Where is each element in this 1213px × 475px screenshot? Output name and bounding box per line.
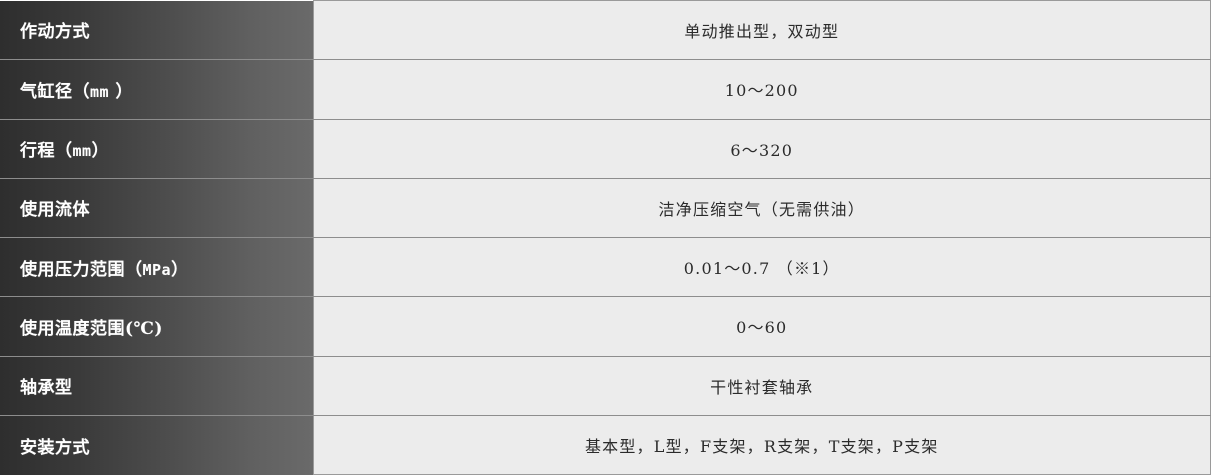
spec-label-bearing-type: 轴承型: [0, 356, 314, 416]
table-row: 作动方式 单动推出型，双动型: [0, 0, 1211, 61]
table-row: 气缸径（mm ） 10～200: [0, 59, 1211, 120]
spec-value-pressure-range: 0.01～0.7 （※1）: [313, 237, 1211, 298]
spec-label-mounting-type: 安装方式: [0, 415, 314, 475]
spec-value-working-fluid: 洁净压缩空气（无需供油）: [313, 178, 1211, 239]
table-row: 使用压力范围（MPa） 0.01～0.7 （※1）: [0, 237, 1211, 298]
spec-label-stroke: 行程（mm）: [0, 119, 314, 179]
table-row: 使用温度范围(℃) 0～60: [0, 296, 1211, 357]
table-row: 安装方式 基本型，L型，F支架，R支架，T支架，P支架: [0, 415, 1211, 475]
spec-value-actuation-type: 单动推出型，双动型: [313, 0, 1211, 61]
table-row: 轴承型 干性衬套轴承: [0, 356, 1211, 416]
spec-label-actuation-type: 作动方式: [0, 0, 314, 61]
spec-value-mounting-type: 基本型，L型，F支架，R支架，T支架，P支架: [313, 415, 1211, 475]
spec-value-bearing-type: 干性衬套轴承: [313, 356, 1211, 416]
spec-label-pressure-range: 使用压力范围（MPa）: [0, 237, 314, 298]
table-row: 使用流体 洁净压缩空气（无需供油）: [0, 178, 1211, 239]
spec-label-temperature-range: 使用温度范围(℃): [0, 296, 314, 357]
spec-label-working-fluid: 使用流体: [0, 178, 314, 239]
spec-label-bore-size: 气缸径（mm ）: [0, 59, 314, 120]
table-row: 行程（mm） 6～320: [0, 119, 1211, 179]
spec-value-stroke: 6～320: [313, 119, 1211, 179]
spec-value-bore-size: 10～200: [313, 59, 1211, 120]
spec-value-temperature-range: 0～60: [313, 296, 1211, 357]
